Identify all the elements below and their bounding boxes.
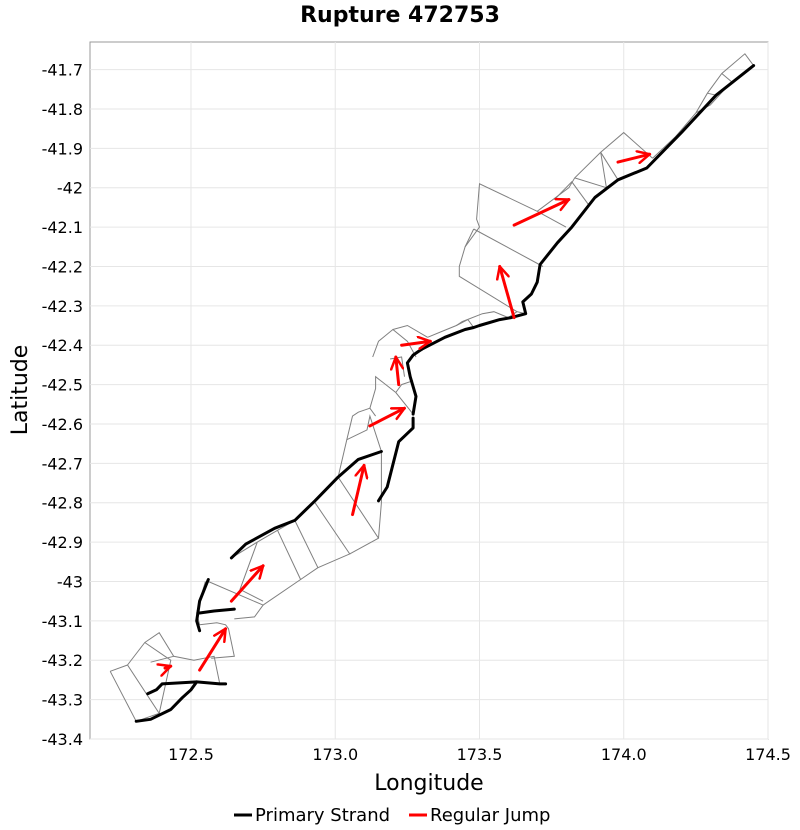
fault-section-outline xyxy=(600,152,619,181)
y-tick-label: -42.3 xyxy=(42,297,83,316)
legend-regular-jump-label: Regular Jump xyxy=(430,805,550,826)
y-tick-label: -42.2 xyxy=(42,257,83,276)
primary-strand-segment xyxy=(198,607,236,615)
chart-title: Rupture 472753 xyxy=(300,3,500,28)
regular-jump-arrow xyxy=(368,406,406,428)
regular-jump-arrow xyxy=(165,666,173,668)
y-tick-label: -43.3 xyxy=(42,691,83,710)
fault-section-outline xyxy=(208,581,264,620)
y-tick-label: -41.7 xyxy=(42,61,83,80)
fault-section-outline xyxy=(369,375,414,415)
y-tick-label: -42.8 xyxy=(42,494,83,513)
fault-section-outline xyxy=(127,641,172,714)
fault-section-outline xyxy=(458,228,518,313)
x-tick-label: 173.5 xyxy=(457,745,503,764)
primary-strand-segment xyxy=(420,64,756,351)
x-axis-ticks: 172.5 173.0 173.5 174.0 174.5 xyxy=(168,745,791,764)
fault-section-outline xyxy=(473,228,544,267)
fault-section-outline xyxy=(554,181,590,206)
primary-strand-segment xyxy=(405,347,424,416)
x-tick-label: 174.5 xyxy=(745,745,791,764)
y-tick-label: -43.4 xyxy=(42,730,83,749)
y-tick-label: -43 xyxy=(57,572,83,591)
fault-section-outline xyxy=(392,324,428,338)
fault-section-outline xyxy=(395,380,414,393)
primary-strand-segment xyxy=(134,680,199,723)
regular-jump-arrow xyxy=(351,463,365,517)
regular-jump-series xyxy=(165,154,652,672)
regular-jump-arrow xyxy=(396,355,399,387)
fault-section-outline xyxy=(456,311,509,326)
y-tick-label: -42.7 xyxy=(42,454,83,473)
regular-jump-arrow xyxy=(400,341,432,345)
fault-section-outline xyxy=(150,655,174,663)
legend: Primary Strand Regular Jump xyxy=(234,805,550,826)
y-tick-label: -42.5 xyxy=(42,376,83,395)
primary-strand-segment xyxy=(146,680,228,696)
fault-section-outline xyxy=(536,131,653,212)
regular-jump-arrow xyxy=(500,264,516,320)
regular-jump-arrow xyxy=(198,627,228,672)
regular-jump-arrow xyxy=(229,564,265,603)
fault-section-outline xyxy=(346,407,377,440)
primary-strand-segment xyxy=(377,416,415,503)
regular-jump-arrow xyxy=(512,200,571,227)
primary-strand-segment xyxy=(229,450,383,560)
y-tick-label: -43.1 xyxy=(42,612,83,631)
y-axis-ticks: -41.7 -41.8 -41.9 -42 -42.1 -42.2 -42.3 -42.4 -4… xyxy=(42,61,83,749)
y-tick-label: -42.1 xyxy=(42,218,83,237)
x-axis-title: Longitude xyxy=(374,771,483,796)
primary-strand-series xyxy=(134,64,756,723)
y-tick-label: -41.9 xyxy=(42,139,83,158)
fault-section-outline xyxy=(199,622,235,659)
x-tick-label: 173.0 xyxy=(312,745,358,764)
primary-strand-segment xyxy=(195,578,210,633)
y-axis-title: Latitude xyxy=(8,345,33,436)
legend-primary-strand-label: Primary Strand xyxy=(255,805,390,826)
x-tick-label: 174.0 xyxy=(601,745,647,764)
y-tick-label: -42.9 xyxy=(42,533,83,552)
x-tick-label: 172.5 xyxy=(168,745,214,764)
y-tick-label: -41.8 xyxy=(42,100,83,119)
y-tick-label: -42.4 xyxy=(42,336,83,355)
y-tick-label: -42 xyxy=(57,179,83,198)
regular-jump-arrow xyxy=(616,154,652,162)
y-tick-label: -43.2 xyxy=(42,651,83,670)
gridlines xyxy=(90,42,769,740)
y-tick-label: -42.6 xyxy=(42,415,83,434)
